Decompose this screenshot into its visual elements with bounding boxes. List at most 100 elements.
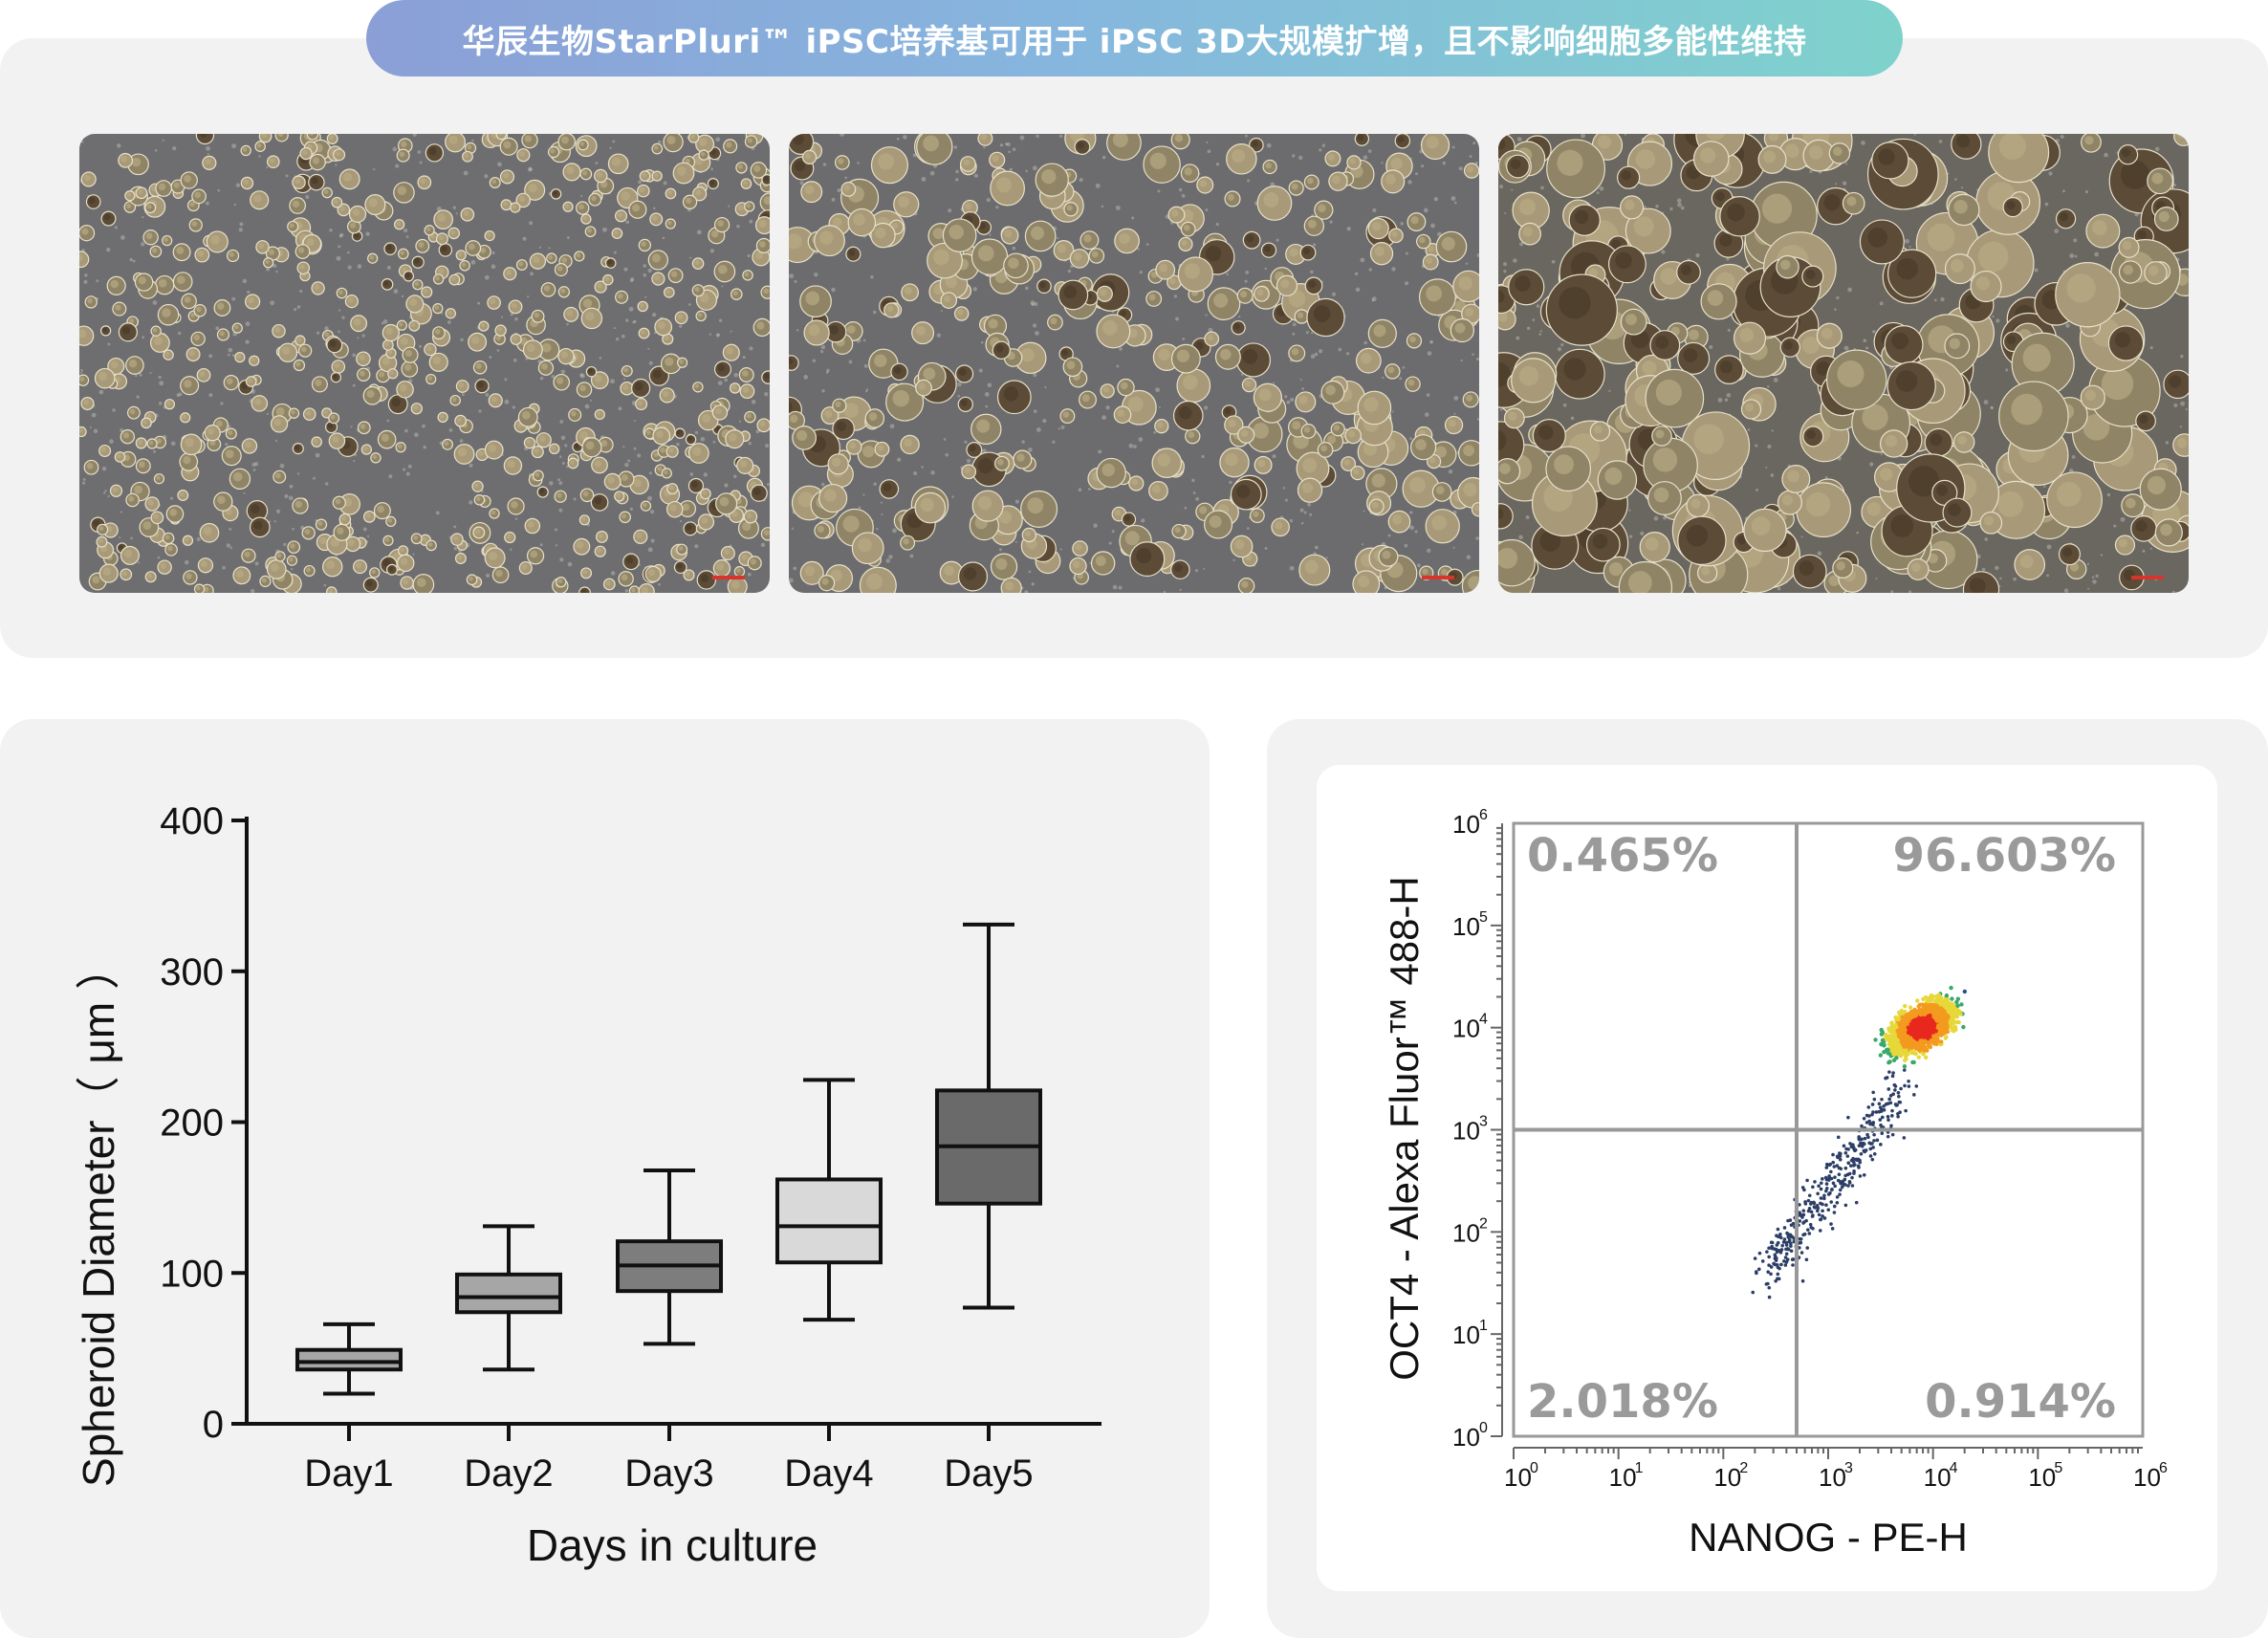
debris <box>1430 340 1433 343</box>
spheroid-core <box>1410 215 1419 225</box>
debris <box>1024 590 1029 593</box>
spheroid-core <box>1407 379 1415 386</box>
spheroid-core <box>2066 273 2096 303</box>
spheroid-core <box>199 370 206 378</box>
spheroid-core <box>2060 212 2069 222</box>
spheroid-core <box>400 337 408 345</box>
debris <box>648 471 652 475</box>
spheroid-core <box>1498 508 1504 520</box>
spheroid-core <box>949 224 964 240</box>
spheroid-core <box>435 275 440 281</box>
debris <box>98 389 104 395</box>
debris <box>1036 134 1039 139</box>
spheroid-core <box>291 409 295 415</box>
debris <box>1448 470 1453 474</box>
debris <box>1368 268 1372 272</box>
debris <box>419 161 423 164</box>
debris <box>414 432 419 438</box>
spheroid-core <box>1539 530 1561 552</box>
debris <box>1680 206 1685 210</box>
spheroid-core <box>1039 281 1046 289</box>
debris <box>1562 403 1567 407</box>
debris <box>1640 531 1645 536</box>
debris <box>243 491 246 494</box>
spheroid-core <box>903 537 909 545</box>
spheroid-core <box>662 390 669 398</box>
spheroid-core <box>160 562 166 569</box>
debris <box>613 327 617 330</box>
spheroid-core <box>110 279 120 289</box>
spheroid-core <box>717 220 724 227</box>
spheroid-core <box>521 410 531 420</box>
debris <box>80 141 84 143</box>
debris <box>1032 323 1037 328</box>
debris <box>1661 250 1666 254</box>
spheroid-core <box>414 281 420 287</box>
spheroid-core <box>162 308 171 317</box>
spheroid-core <box>1313 305 1331 322</box>
spheroid-core <box>679 359 684 364</box>
spheroid-core <box>1998 134 2027 161</box>
debris <box>1404 543 1408 548</box>
debris <box>555 528 558 532</box>
debris <box>132 259 136 263</box>
debris <box>1724 398 1729 402</box>
spheroid-core <box>1077 142 1084 149</box>
debris <box>296 472 300 475</box>
debris <box>1360 257 1365 263</box>
spheroid-core <box>533 255 540 264</box>
debris <box>2149 547 2152 550</box>
spheroid-core <box>129 408 136 415</box>
spheroid-core <box>1246 234 1254 243</box>
debris <box>1170 222 1173 225</box>
debris <box>1767 444 1772 449</box>
spheroid-core <box>347 296 354 303</box>
spheroid-core <box>205 158 211 165</box>
debris <box>1688 581 1690 584</box>
spheroid-core <box>1823 194 1841 211</box>
debris <box>872 310 877 315</box>
debris <box>1995 318 2000 323</box>
spheroid-core <box>1159 263 1168 273</box>
debris <box>643 273 647 277</box>
debris <box>1139 270 1143 274</box>
spheroid-core <box>296 337 302 342</box>
spheroid-core <box>338 290 343 295</box>
spheroid-core <box>574 444 579 448</box>
debris <box>1205 207 1209 212</box>
debris <box>1299 508 1304 513</box>
debris <box>2120 516 2126 522</box>
spheroid-core <box>1515 275 1531 292</box>
debris <box>338 330 340 334</box>
debris <box>266 166 269 169</box>
spheroid-core <box>700 574 709 582</box>
spheroid-core <box>233 471 243 482</box>
spheroid-core <box>793 134 804 145</box>
spheroid-core <box>551 446 556 450</box>
debris <box>876 527 879 531</box>
debris <box>1012 246 1016 251</box>
debris <box>1033 373 1037 378</box>
spheroid-core <box>584 311 595 321</box>
debris <box>275 509 281 513</box>
debris <box>365 231 370 236</box>
flow-dots <box>1751 985 1968 1299</box>
debris <box>712 440 716 444</box>
debris <box>560 369 566 374</box>
debris <box>435 511 440 515</box>
spheroid-core <box>184 380 192 388</box>
spheroid-core <box>1343 459 1350 466</box>
spheroid-core <box>182 414 186 420</box>
debris <box>1238 316 1241 318</box>
spheroid-core <box>1066 360 1076 370</box>
spheroid-core <box>665 289 671 295</box>
debris <box>142 336 144 339</box>
debris <box>995 206 999 209</box>
debris <box>858 506 861 510</box>
spheroid-core <box>1828 575 1841 587</box>
debris <box>2179 426 2182 428</box>
debris <box>1869 462 1874 467</box>
spheroid-core <box>1751 516 1771 535</box>
debris <box>112 408 116 412</box>
debris <box>647 347 650 350</box>
